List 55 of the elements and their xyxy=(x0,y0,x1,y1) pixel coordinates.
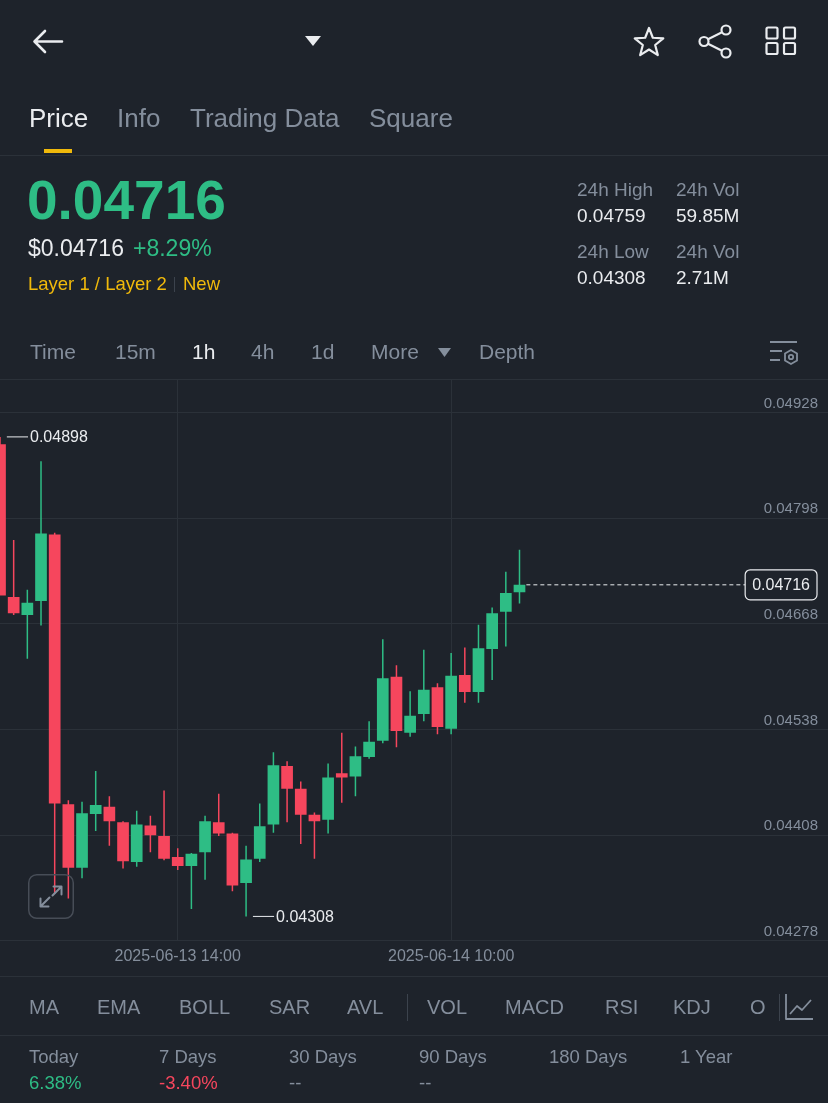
text: 90 Days xyxy=(419,1046,487,1068)
y-tick-label: 0.04668 xyxy=(763,604,818,622)
text: 24h Vol xyxy=(676,179,740,201)
y-tick-label: 0.04798 xyxy=(763,499,818,517)
x-tick-label: 2025-06-14 10:00 xyxy=(387,946,515,964)
text: Time xyxy=(30,339,76,365)
text: 59.85M xyxy=(676,205,740,227)
text: -3.40% xyxy=(159,1072,218,1094)
text: 180 Days xyxy=(549,1046,628,1068)
text: KDJ xyxy=(673,995,711,1019)
text: +8.29% xyxy=(133,234,212,262)
text: 0.04759 xyxy=(577,205,646,227)
y-tick-label: 0.04408 xyxy=(763,816,818,834)
text: 1d xyxy=(311,339,335,365)
text: Depth xyxy=(479,339,536,365)
y-tick-label: 0.04928 xyxy=(763,393,818,411)
text: 24h Low xyxy=(577,241,649,263)
text: Today xyxy=(29,1046,79,1068)
text: VOL xyxy=(427,995,468,1019)
text: Price xyxy=(29,103,89,134)
text: 30 Days xyxy=(289,1046,357,1068)
text: More xyxy=(371,339,419,365)
text: EMA xyxy=(97,995,141,1019)
text: 4h xyxy=(251,339,275,365)
y-tick-label: 0.04538 xyxy=(763,710,818,728)
text: $0.04716 xyxy=(28,234,124,262)
text: AVL xyxy=(347,995,384,1019)
text: New xyxy=(183,273,221,295)
annotation: 0.04308 xyxy=(276,907,335,925)
text: 1h xyxy=(192,339,216,365)
y-tick-label: 0.04278 xyxy=(763,921,818,939)
text: MACD xyxy=(505,995,564,1019)
text: -- xyxy=(419,1072,432,1094)
text: 0.04308 xyxy=(577,267,646,289)
text: 0.04716 xyxy=(27,169,226,233)
text: RSI xyxy=(605,995,639,1019)
text: 24h High xyxy=(577,179,654,201)
ref-line-label: 0.04716 xyxy=(752,576,811,594)
text: Square xyxy=(369,103,453,134)
text: 6.38% xyxy=(29,1072,82,1094)
text: 24h Vol xyxy=(676,241,740,263)
annotation: 0.04898 xyxy=(30,428,88,446)
text: O xyxy=(750,995,766,1019)
text: 2.71M xyxy=(676,267,729,289)
text: SAR xyxy=(269,995,311,1019)
text: -- xyxy=(289,1072,302,1094)
text: BOLL xyxy=(179,995,231,1019)
text: 7 Days xyxy=(159,1046,217,1068)
text: 1 Year xyxy=(680,1046,733,1068)
text: Info xyxy=(117,103,161,134)
x-tick-label: 2025-06-13 14:00 xyxy=(114,946,241,964)
text: 15m xyxy=(115,339,156,365)
text: Layer 1 / Layer 2 xyxy=(28,273,167,295)
text: MA xyxy=(29,995,59,1019)
text: Trading Data xyxy=(190,103,340,134)
